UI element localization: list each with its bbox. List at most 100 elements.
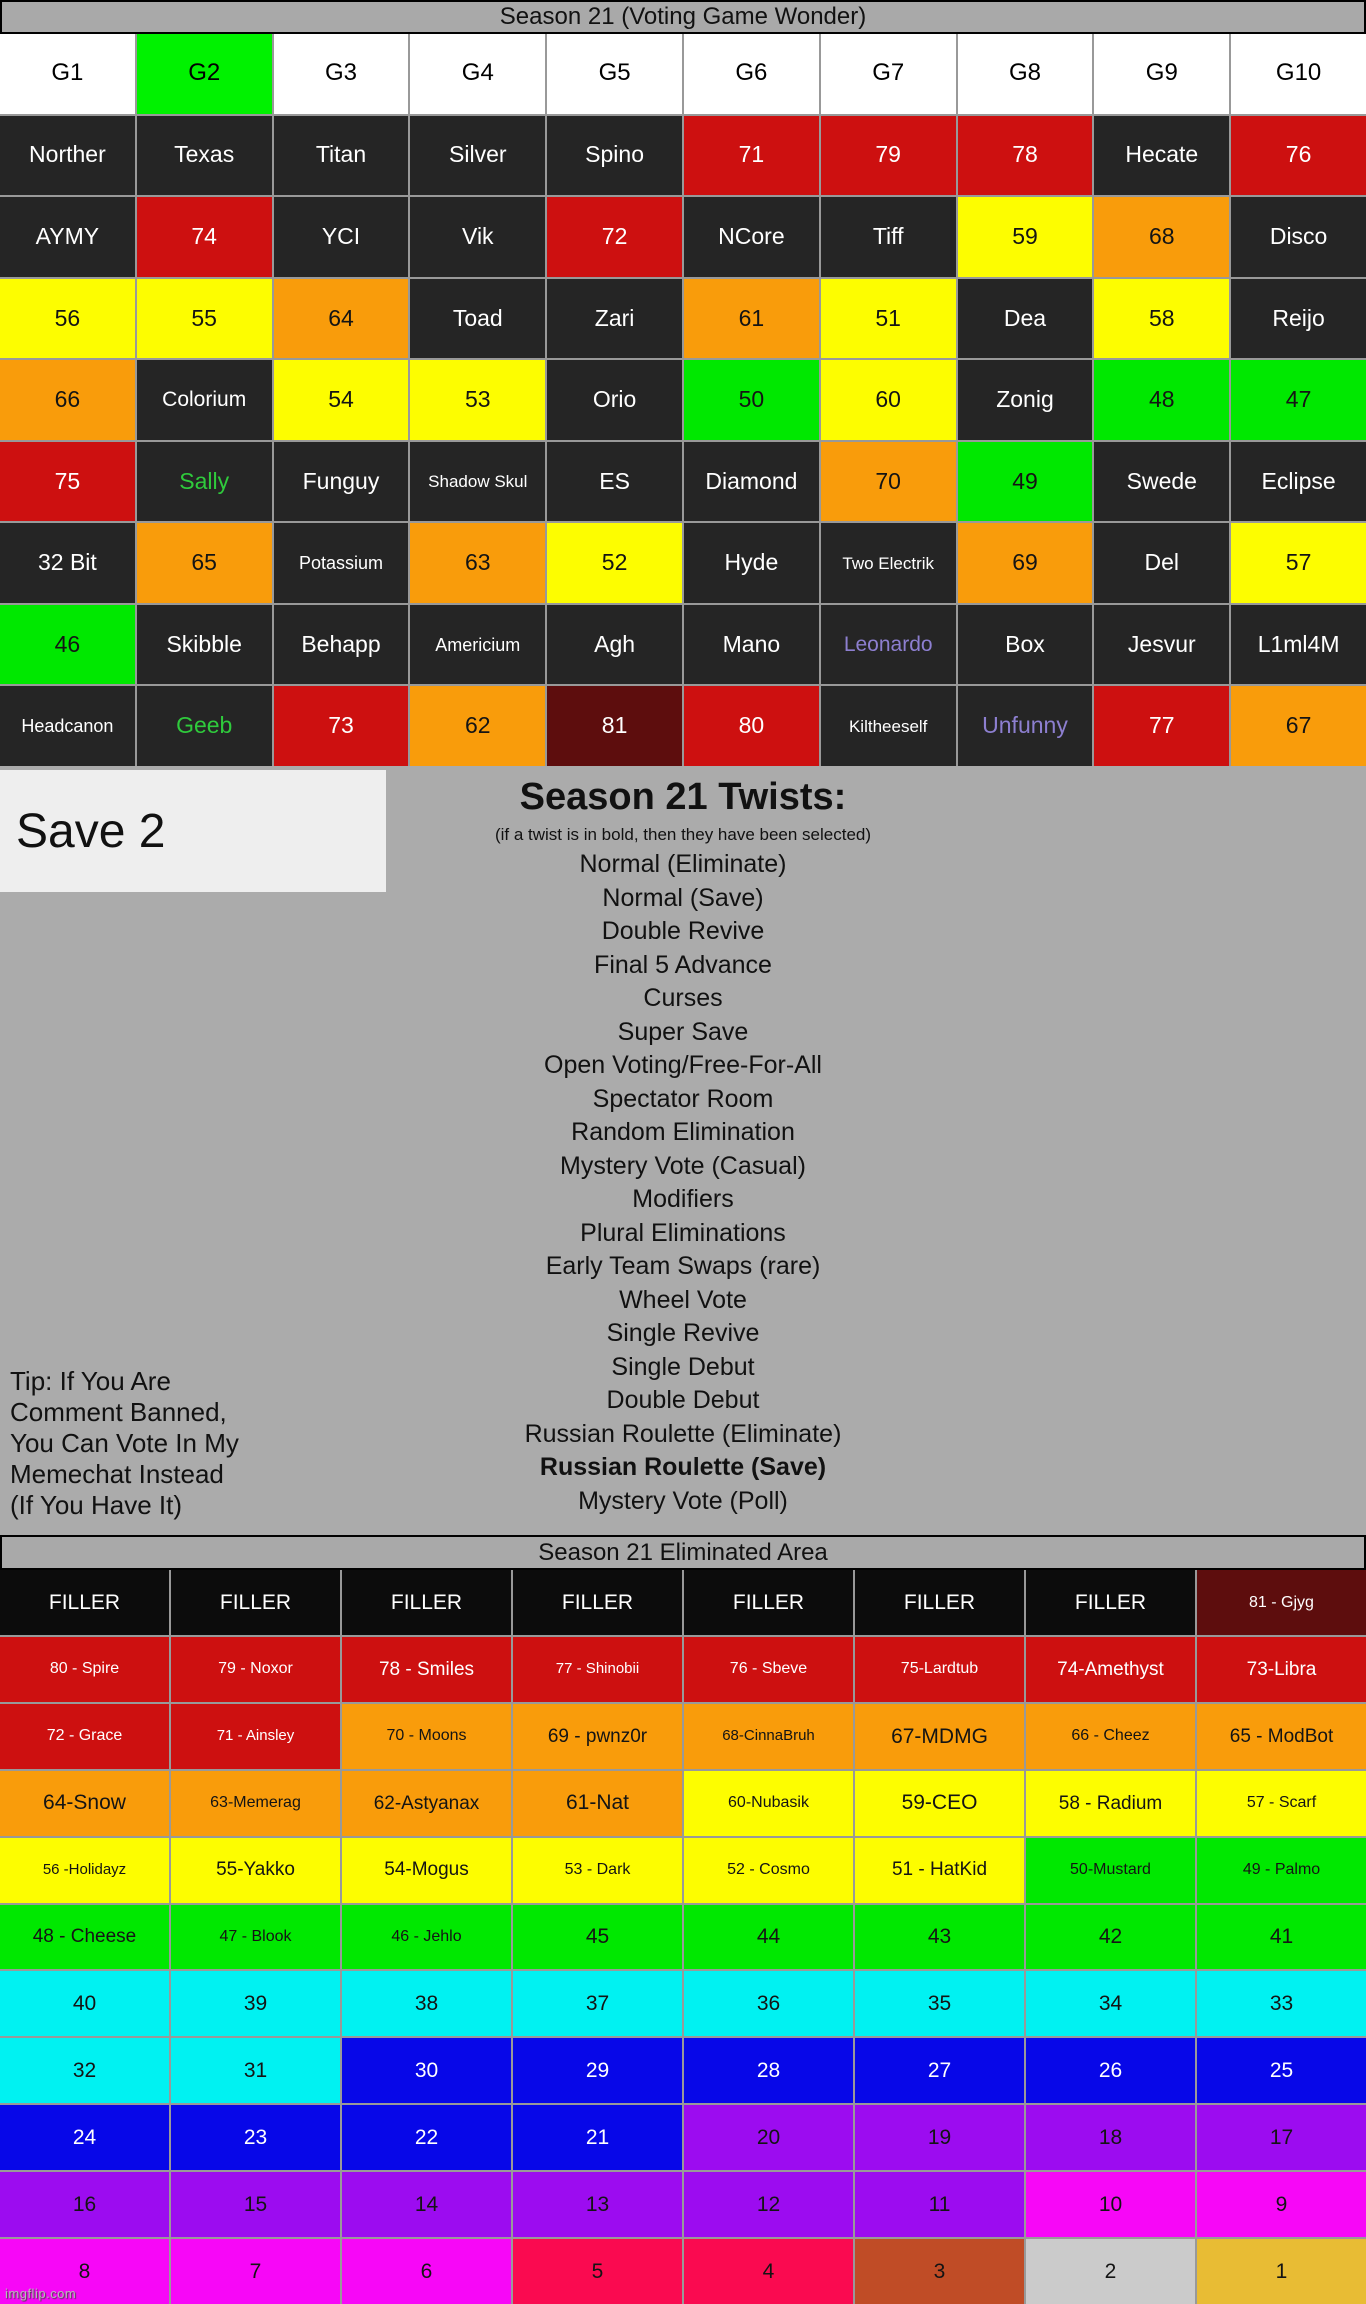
- grid-cell: 2: [1026, 2239, 1195, 2304]
- grid-cell: 19: [855, 2105, 1024, 2171]
- grid-cell: 27: [855, 2038, 1024, 2104]
- grid-cell: 56: [0, 278, 135, 359]
- grid-cell: 47 - Blook: [171, 1904, 340, 1970]
- twist-item: Single Debut: [611, 1352, 755, 1381]
- grid-cell: 7: [171, 2239, 340, 2304]
- grid-cell: Kiltheeself: [820, 686, 956, 766]
- twist-item: Normal (Eliminate): [579, 850, 787, 878]
- grid-cell: 62: [410, 686, 546, 766]
- grid-cell: 41: [1197, 1904, 1366, 1970]
- grid-cell: 36: [684, 1971, 853, 2037]
- grid-cell: Agh: [547, 604, 682, 685]
- tip-line: Tip: If You Are: [10, 1366, 171, 1396]
- twist-item: Wheel Vote: [619, 1285, 747, 1314]
- grid-cell: 59-CEO: [855, 1770, 1024, 1836]
- grid-cell: 67: [1231, 686, 1366, 766]
- save-label: Save 2: [16, 804, 166, 858]
- grid-cell: Funguy: [273, 441, 409, 522]
- twist-item: Curses: [643, 984, 723, 1012]
- grid-cell: 24: [0, 2105, 169, 2171]
- grid-cell: G8: [957, 34, 1093, 114]
- grid-cell: Silver: [410, 115, 546, 196]
- grid-cell: 17: [1197, 2105, 1366, 2171]
- grid-cell: 45: [513, 1904, 682, 1970]
- grid-cell: 54: [273, 360, 409, 440]
- grid-cell: 78 - Smiles: [342, 1636, 511, 1702]
- grid-cell: 20: [684, 2105, 853, 2171]
- grid-cell: 73: [273, 686, 409, 766]
- grid-cell: 54-Mogus: [342, 1837, 511, 1903]
- grid-cell: 5: [513, 2239, 682, 2304]
- eliminated-grid: FILLER FILLER FILLER FILLER FILLER FILLER FILL…: [0, 1570, 1366, 2304]
- season-title-bar: Season 21 (Voting Game Wonder): [0, 0, 1366, 34]
- grid-cell: 32 Bit: [0, 523, 135, 603]
- grid-cell: AYMY: [0, 197, 135, 277]
- grid-cell: 70: [820, 441, 956, 522]
- twist-item: Super Save: [617, 1017, 749, 1046]
- grid-cell: 75: [0, 441, 135, 522]
- grid-cell: 53: [410, 360, 546, 440]
- grid-cell: Dea: [957, 278, 1093, 359]
- grid-cell: Behapp: [273, 604, 409, 685]
- grid-cell: 80: [684, 686, 819, 766]
- grid-cell: 66 - Cheez: [1026, 1703, 1195, 1769]
- grid-cell: 56 -Holidayz: [0, 1837, 169, 1903]
- grid-cell: FILLER: [684, 1570, 853, 1635]
- grid-cell: L1ml4M: [1231, 604, 1366, 685]
- grid-cell: Headcanon: [0, 686, 135, 766]
- grid-cell: FILLER: [0, 1570, 169, 1635]
- grid-cell: 65: [136, 523, 272, 603]
- grid-cell: 14: [342, 2172, 511, 2238]
- grid-cell: 39: [171, 1971, 340, 2037]
- imgflip-watermark: imgflip.com: [5, 2286, 77, 2301]
- grid-cell: Texas: [136, 115, 272, 196]
- eliminated-title: Season 21 Eliminated Area: [538, 1538, 828, 1566]
- grid-cell: 63-Memerag: [171, 1770, 340, 1836]
- grid-cell: 51: [820, 278, 956, 359]
- grid-cell: 46: [0, 604, 135, 685]
- grid-cell: Zonig: [957, 360, 1093, 440]
- grid-cell: 23: [171, 2105, 340, 2171]
- grid-cell: 13: [513, 2172, 682, 2238]
- comment-ban-tip: Tip: If You Are Comment Banned, You Can Vo…: [10, 1366, 239, 1521]
- twist-item: Final 5 Advance: [594, 950, 772, 979]
- grid-cell: Two Electrik: [820, 523, 956, 603]
- grid-cell: G7: [820, 34, 956, 114]
- grid-cell: 76 - Sbeve: [684, 1636, 853, 1702]
- grid-cell: 49: [957, 441, 1093, 522]
- tip-line: (If You Have It): [10, 1490, 182, 1520]
- grid-cell: 80 - Spire: [0, 1636, 169, 1702]
- grid-cell: 35: [855, 1971, 1024, 2037]
- grid-cell: 60: [820, 360, 956, 440]
- grid-cell: Skibble: [136, 604, 272, 685]
- grid-cell: G2: [136, 34, 272, 114]
- grid-cell: FILLER: [513, 1570, 682, 1635]
- grid-cell: Hyde: [684, 523, 819, 603]
- grid-cell: 26: [1026, 2038, 1195, 2104]
- grid-cell: Vik: [410, 197, 546, 277]
- grid-cell: 50-Mustard: [1026, 1837, 1195, 1903]
- grid-cell: 34: [1026, 1971, 1195, 2037]
- grid-cell: 73-Libra: [1197, 1636, 1366, 1702]
- twist-item: Mystery Vote (Casual): [560, 1151, 806, 1180]
- grid-cell: 67-MDMG: [855, 1703, 1024, 1769]
- grid-cell: 61: [684, 278, 819, 359]
- grid-cell: Swede: [1094, 441, 1230, 522]
- grid-cell: 9: [1197, 2172, 1366, 2238]
- tip-line: Memechat Instead: [10, 1459, 224, 1489]
- grid-cell: Colorium: [136, 360, 272, 440]
- grid-cell: 77 - Shinobii: [513, 1636, 682, 1702]
- grid-cell: 55-Yakko: [171, 1837, 340, 1903]
- grid-cell: 37: [513, 1971, 682, 2037]
- grid-cell: 62-Astyanax: [342, 1770, 511, 1836]
- twists-list: Normal (Eliminate) Normal (Save) Double Re…: [0, 848, 1366, 1518]
- grid-cell: 1: [1197, 2239, 1366, 2304]
- grid-cell: 60-Nubasik: [684, 1770, 853, 1836]
- grid-cell: Toad: [410, 278, 546, 359]
- grid-cell: G4: [410, 34, 546, 114]
- grid-cell: 25: [1197, 2038, 1366, 2104]
- twist-item: Russian Roulette (Save): [539, 1453, 827, 1481]
- grid-cell: Potassium: [273, 523, 409, 603]
- grid-cell: FILLER: [855, 1570, 1024, 1635]
- grid-cell: 32: [0, 2038, 169, 2104]
